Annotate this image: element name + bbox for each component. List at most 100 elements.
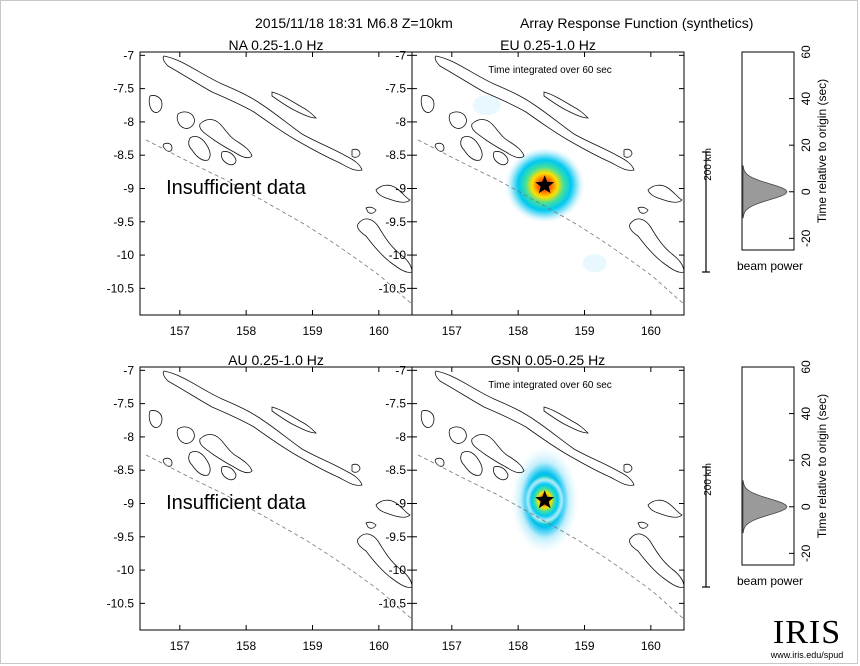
coastline [365, 521, 377, 529]
iris-logo-url: www.iris.edu/spud [770, 650, 844, 660]
beam-y-tick-label: 0 [799, 503, 813, 510]
x-tick-label: 160 [369, 639, 389, 653]
y-tick-label: -9.5 [113, 215, 134, 229]
iris-logo: IRIS www.iris.edu/spud [764, 614, 850, 661]
x-tick-label: 157 [170, 639, 190, 653]
x-tick-label: 158 [508, 324, 528, 338]
map-background [140, 367, 412, 630]
coastline [460, 136, 483, 161]
sidelobe [472, 95, 501, 116]
coastline [221, 466, 237, 481]
coastline [357, 533, 412, 588]
panel-label: NA 0.25-1.0 Hz [229, 37, 324, 53]
integration-note: Time integrated over 60 sec [488, 65, 612, 76]
event-header: 2015/11/18 18:31 M6.8 Z=10km [255, 15, 453, 31]
beam-y-axis-label: Time relative to origin (sec) [815, 79, 829, 223]
coastline [629, 218, 684, 273]
y-tick-label: -10.5 [107, 281, 135, 295]
y-tick-label: -10.5 [107, 596, 135, 610]
coastline [420, 410, 435, 428]
y-tick-label: -9 [123, 181, 134, 195]
x-tick-label: 158 [236, 324, 256, 338]
y-tick-label: -9.5 [113, 530, 134, 544]
trench-line [145, 139, 412, 305]
coastline [162, 55, 363, 171]
y-tick-label: -9 [395, 496, 406, 510]
coastline [357, 218, 412, 273]
coastline [471, 119, 525, 159]
coastline [162, 457, 173, 467]
coastline [434, 370, 635, 486]
coastline [188, 451, 211, 476]
x-tick-label: 157 [442, 639, 462, 653]
coastline [199, 119, 253, 159]
beam-y-tick-label: 0 [799, 188, 813, 195]
y-tick-label: -10.5 [379, 596, 407, 610]
panel-label: AU 0.25-1.0 Hz [228, 352, 324, 368]
x-tick-label: 160 [369, 324, 389, 338]
y-tick-label: -9.5 [385, 215, 406, 229]
y-tick-label: -9 [395, 181, 406, 195]
y-tick-label: -9.5 [385, 530, 406, 544]
y-tick-label: -10 [389, 563, 407, 577]
trench-line [417, 454, 684, 620]
trench-line [145, 454, 412, 620]
beam-y-tick-label: -20 [799, 229, 813, 247]
map-frame [411, 366, 685, 631]
y-tick-label: -8 [123, 430, 134, 444]
epicenter-star-icon [535, 175, 555, 194]
x-tick-label: 160 [641, 639, 661, 653]
y-tick-label: -7.5 [385, 82, 406, 96]
y-tick-label: -8 [395, 115, 406, 129]
beam-frame [741, 51, 795, 251]
coastline [543, 406, 589, 434]
y-tick-label: -7 [123, 363, 134, 377]
beam-y-axis-label: Time relative to origin (sec) [815, 394, 829, 538]
beam-y-tick-label: 20 [799, 453, 813, 467]
x-tick-label: 158 [236, 639, 256, 653]
coastline [188, 136, 211, 161]
coastline [637, 206, 649, 214]
coastline [448, 426, 467, 444]
coastline [271, 406, 317, 434]
coastline [176, 426, 195, 444]
y-tick-label: -8.5 [113, 148, 134, 162]
coastline [647, 499, 683, 518]
coastline [448, 111, 467, 129]
map-background [140, 52, 412, 315]
map-content [145, 55, 412, 305]
map-content [145, 370, 412, 620]
map-content [417, 370, 684, 620]
map-frame [411, 51, 685, 316]
beam-y-tick-label: 60 [799, 45, 813, 59]
figure-title: Array Response Function (synthetics) [520, 15, 753, 31]
coastline [271, 91, 317, 119]
beam-y-tick-label: 40 [799, 407, 813, 421]
coastline [471, 434, 525, 474]
beam-y-tick-label: 20 [799, 138, 813, 152]
trench-line [417, 139, 684, 305]
insufficient-data-label: Insufficient data [166, 177, 307, 199]
epicenter-star-icon [535, 490, 555, 509]
beam-y-tick-label: -20 [799, 544, 813, 562]
coastline [221, 151, 237, 166]
coastline [148, 95, 163, 113]
coastline [162, 142, 173, 152]
panel-label: EU 0.25-1.0 Hz [500, 37, 596, 53]
map-panel-eu: 200 km 157 158 159 160 -7 -7.5 -8 -8.5 -9 -9.5 -10 -… [379, 37, 714, 338]
coastline [148, 410, 163, 428]
map-content [417, 55, 684, 305]
coastline [351, 463, 361, 473]
coastline [162, 370, 363, 486]
beam-y-tick-label: 40 [799, 92, 813, 106]
iris-logo-mark: IRIS [772, 614, 842, 651]
y-tick-label: -7.5 [113, 397, 134, 411]
y-tick-label: -7.5 [385, 397, 406, 411]
insufficient-data-label: Insufficient data [166, 492, 307, 514]
coastline [623, 463, 633, 473]
coastline [543, 91, 589, 119]
coastline [493, 466, 509, 481]
beam-power-curve [742, 165, 788, 219]
coastline [199, 434, 253, 474]
